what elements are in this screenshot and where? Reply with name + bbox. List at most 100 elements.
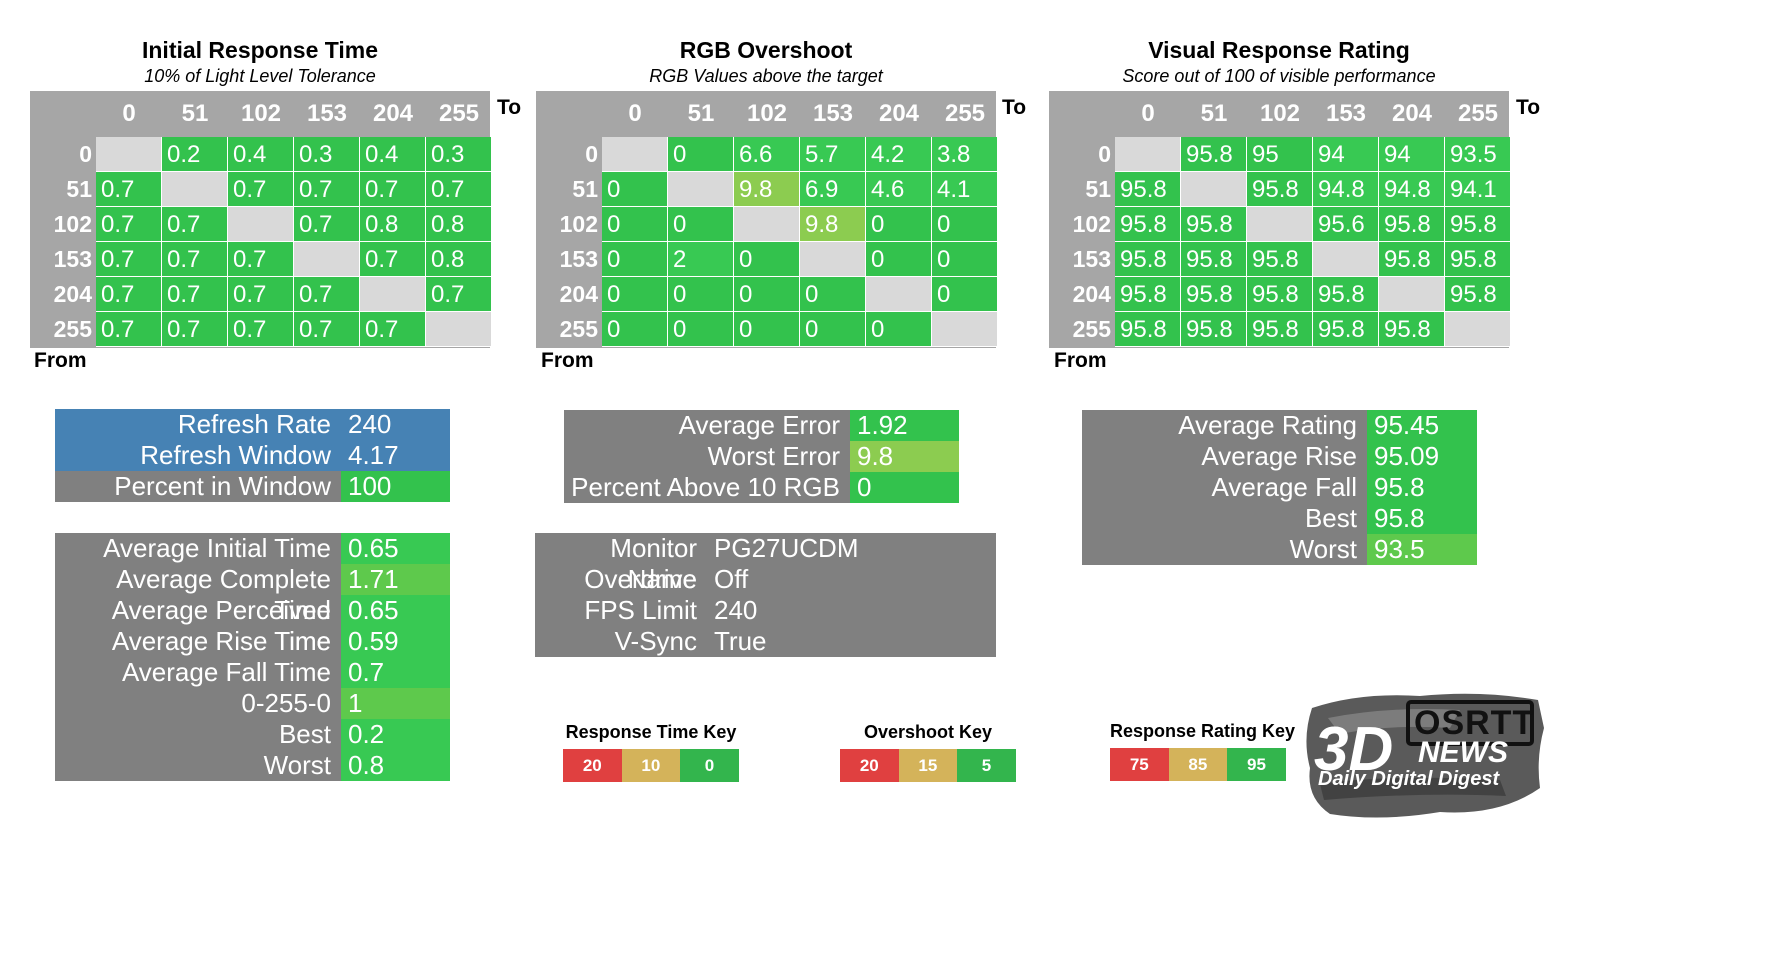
stat-label: 0-255-0 [241,688,331,718]
stat-row: Average Fall 95.8 [1082,472,1477,503]
heatmap-cell: 0.7 [360,172,426,207]
row-header: 204 [53,281,92,307]
heatmap-cell: 0.7 [228,312,294,347]
heatmap-cell-empty [1181,172,1247,207]
heatmap-cell: 0 [602,277,668,312]
row-header: 102 [559,211,598,237]
heatmap-cell: 0 [602,242,668,277]
heatmap-cell-empty [1313,242,1379,277]
heatmap-cell: 0.7 [426,172,492,207]
heatmap-cell: 0.7 [294,172,360,207]
stat-row: Average Fall Time 0.7 [55,657,450,688]
stat-value: 0.59 [341,626,450,657]
heatmap-cell: 95.8 [1313,277,1379,312]
heatmap-cell: 0.7 [162,207,228,242]
heatmap-cell: 95.8 [1115,172,1181,207]
heatmap-cell: 0.7 [96,277,162,312]
heatmap-cell: 94.8 [1379,172,1445,207]
stat-value: 240 [714,595,758,625]
heatmap-cell: 2 [668,242,734,277]
heatmap-cell: 0.7 [162,312,228,347]
heatmap-cell: 3.8 [932,137,998,172]
stat-label: Average Perceived Time [111,595,331,656]
heatmap-cell: 0.7 [228,242,294,277]
stat-value: 95.8 [1367,503,1477,534]
stat-row: Percent in Window 100 [55,471,450,502]
column-header: 255 [1457,100,1499,127]
axis-label-to: To [497,96,522,119]
heatmap-rgb-overshoot: 0 0 51 51 102 102 153 153 204 204 255 255 0 6.6 5.7 4.2… [536,91,998,348]
heatmap-cell: 4.1 [932,172,998,207]
stat-label: Worst [1289,534,1357,564]
row-header: 51 [1085,176,1111,202]
key-swatch: 20 [840,749,899,782]
heatmap-cell-empty [734,207,800,242]
heatmap-cell-empty [1445,312,1511,347]
heatmap-cell: 0.8 [426,207,492,242]
key-swatch: 75 [1110,748,1169,781]
heatmap-cell: 94.8 [1313,172,1379,207]
heatmap-cell-empty [866,277,932,312]
stat-row: Average Error 1.92 [564,410,959,441]
heatmap-cell-empty [294,242,360,277]
key-swatch: 95 [1227,748,1286,781]
monitor-info-panel: Monitor Name PG27UCDM Overdrive Off FPS Limi… [535,533,996,657]
row-header: 204 [559,281,598,307]
stat-row: Worst Error 9.8 [564,441,959,472]
key-title: Overshoot Key [863,722,993,742]
column-header: 153 [812,100,854,127]
column-header: 51 [181,100,209,127]
heatmap-cell: 0.4 [228,137,294,172]
stat-label: V-Sync [614,626,697,656]
heatmap-cell: 0.7 [162,277,228,312]
stat-row: Refresh Window 4.17 [55,440,450,471]
stat-row: Average Perceived Time 0.65 [55,595,450,656]
heatmap-cell: 0.7 [228,172,294,207]
stat-row: Average Rise 95.09 [1082,441,1477,472]
stat-label: Monitor Name [610,533,697,594]
heatmap-cell: 0 [866,242,932,277]
key-title: Response Rating Key [1110,721,1296,741]
heatmap-cell: 95.8 [1445,207,1511,242]
row-header: 0 [79,141,92,167]
stat-value: 0.65 [341,595,450,626]
stat-value: 4.17 [348,440,399,470]
column-header: 255 [944,100,986,127]
heatmap-cell: 95 [1247,137,1313,172]
stat-row: Average Rating 95.45 [1082,410,1477,441]
logo-brand-main: 3D [1314,715,1394,784]
column-header: 51 [1200,100,1228,127]
heatmap-cell: 0.8 [360,207,426,242]
stat-label: Percent Above 10 RGB [571,472,840,502]
stat-row: Monitor Name PG27UCDM [535,533,996,594]
row-header: 102 [53,211,92,237]
heatmap-cell: 94 [1379,137,1445,172]
heatmap-cell: 0 [602,312,668,347]
key-title: Response Time Key [565,722,737,742]
stat-label: Average Fall [1211,472,1358,502]
heatmap-cell-empty [602,137,668,172]
chart-title-visual-response: Visual Response Rating [1148,37,1410,63]
heatmap-cell: 0.7 [96,312,162,347]
stat-value: 0.8 [341,750,450,781]
column-header: 0 [1141,100,1155,127]
heatmap-initial-response: 0 0 51 51 102 102 153 153 204 204 255 255 0.2 0.4 0.3 0… [30,91,492,348]
heatmap-cell: 95.8 [1115,312,1181,347]
heatmap-cell: 95.8 [1379,207,1445,242]
overshoot-key: Overshoot Key 20 15 5 [840,722,1016,782]
heatmap-cell: 0 [866,312,932,347]
heatmap-cell: 95.8 [1247,277,1313,312]
stat-row: 0-255-0 1 [55,688,450,719]
stat-label: Percent in Window [114,471,331,501]
heatmap-cell-empty [1379,277,1445,312]
heatmap-cell: 95.8 [1247,172,1313,207]
heatmap-cell: 0.7 [360,312,426,347]
stat-value: 0.7 [341,657,450,688]
stat-label: Best [1304,503,1357,533]
stat-row: Best 95.8 [1082,503,1477,534]
row-header: 255 [1072,316,1111,342]
heatmap-cell-empty [668,172,734,207]
stat-value: 1.92 [850,410,959,441]
stat-row: V-Sync True [535,626,996,657]
axis-label-from: From [34,349,87,372]
